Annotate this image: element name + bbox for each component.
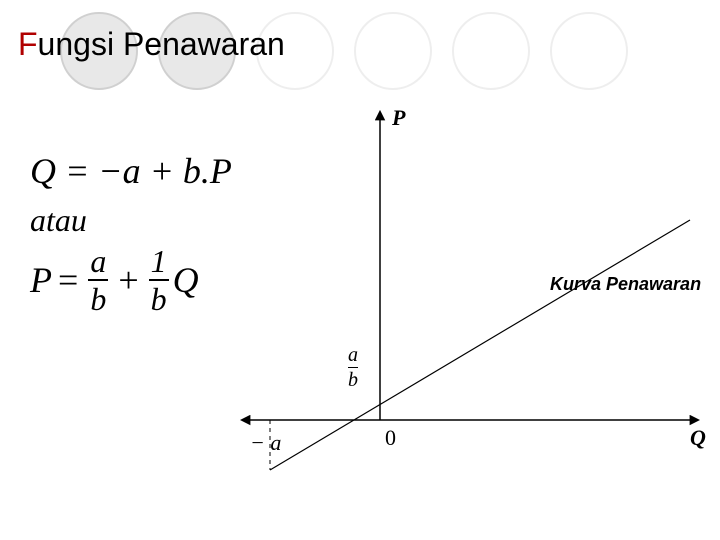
intercept-num: a: [348, 345, 358, 367]
origin-label: 0: [385, 425, 396, 451]
page-title: Fungsi Penawaran: [18, 26, 285, 63]
x-axis-label: Q: [690, 425, 706, 451]
equation-q: Q = −a + b.P: [30, 150, 232, 192]
intercept-den: b: [348, 367, 358, 390]
fraction-1-over-b: 1 b: [149, 245, 169, 315]
equals-sign: =: [58, 259, 78, 301]
frac2-denominator: b: [149, 279, 169, 315]
frac1-numerator: a: [88, 245, 108, 279]
intercept-fraction: a b: [348, 345, 358, 390]
supply-line: [270, 220, 690, 470]
curve-label: Kurva Penawaran: [550, 274, 701, 295]
eq2-lhs: P: [30, 259, 52, 301]
plus-sign: +: [118, 259, 138, 301]
neg-a-label: − a: [250, 430, 281, 456]
decor-circle: [452, 12, 530, 90]
y-axis-label: P: [392, 105, 405, 131]
equations-block: Q = −a + b.P atau P = a b + 1 b Q: [30, 150, 232, 315]
title-highlight-char: F: [18, 26, 38, 62]
fraction-a-over-b: a b: [88, 245, 108, 315]
supply-curve-chart: P Q 0 − a a b Kurva Penawaran: [230, 100, 710, 480]
eq2-trailing: Q: [173, 259, 199, 301]
title-rest: ungsi Penawaran: [38, 26, 285, 62]
frac1-denominator: b: [88, 279, 108, 315]
decor-circle: [550, 12, 628, 90]
frac2-numerator: 1: [149, 245, 169, 279]
decor-circle: [354, 12, 432, 90]
equation-connector: atau: [30, 202, 232, 239]
equation-p: P = a b + 1 b Q: [30, 245, 232, 315]
